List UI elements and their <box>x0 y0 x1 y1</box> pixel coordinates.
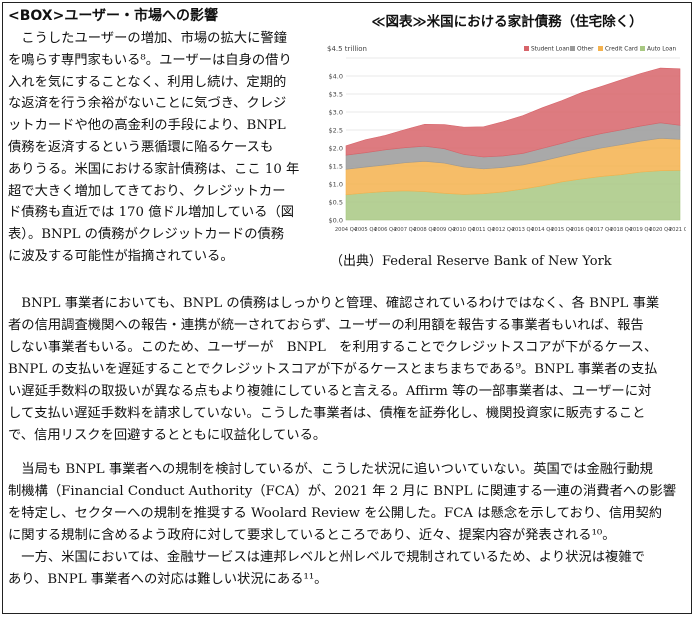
x-tick-label: 2016 Q4 <box>571 227 594 233</box>
legend-swatch <box>598 46 603 51</box>
paragraph-bnpl-credit: BNPL 事業者においても、BNPL の債務はしっかりと管理、確認されているわけ… <box>8 293 688 447</box>
text-line: 入れを気にすることなく、利用し続け、定期的 <box>8 74 287 90</box>
x-tick-label: 2015 Q4 <box>551 227 574 233</box>
text-line: な返済を行う余裕がないことに気づき、クレジ <box>8 96 287 112</box>
area-student-loan <box>345 67 681 158</box>
x-tick-label: 2011 Q4 <box>472 227 495 233</box>
y-tick-label: $4.0 <box>329 73 343 81</box>
x-tick-label: 2019 Q4 <box>630 227 653 233</box>
text-line: 制機構（Financial Conduct Authority（FCA）が、20… <box>8 484 677 499</box>
text-line: 債務を返済するという悪循環に陥るケースも <box>8 139 274 155</box>
legend-label: Credit Card <box>605 47 638 53</box>
text-line: を特定し、セクターへの規制を推奨する Woolard Review を公開した。… <box>8 506 663 521</box>
section-heading: <BOX>ユーザー・市場への影響 <box>8 8 219 24</box>
chart-title: ≪図表≫米国における家計債務（住宅除く） <box>371 14 643 30</box>
legend-label: Other <box>577 47 594 53</box>
x-tick-label: 2004 Q4 <box>335 227 358 233</box>
x-tick-label: 2006 Q4 <box>374 227 397 233</box>
y-tick-label: $1.5 <box>329 163 343 171</box>
x-tick-label: 2005 Q4 <box>355 227 378 233</box>
y-tick-label: $1.0 <box>329 181 343 189</box>
legend-label: Student Loan <box>531 47 570 53</box>
chart-source-caption: （出典）Federal Reserve Bank of New York <box>330 254 612 269</box>
text-line: い遅延手数料の取扱いが異なる点もより複雑にしていると言える。Affirm 等の一… <box>8 384 652 399</box>
paragraph-regulation: 当局も BNPL 事業者への規制を検討しているが、こうした状況に追いついていない… <box>8 459 688 591</box>
text-line: しない事業者もいる。このため、ユーザーが BNPL を利用することでクレジットス… <box>8 340 658 355</box>
text-line: 表）。BNPL の債務がクレジットカードの債務 <box>8 227 285 243</box>
text-line: ありうる。米国における家計債務は、ここ 10 年 <box>8 161 300 177</box>
y-tick-label: $3.0 <box>329 109 343 117</box>
text-line: ド債務も直近では 170 億ドル増加している（図 <box>8 205 295 221</box>
y-tick-label: $3.5 <box>329 91 343 99</box>
text-line: して支払い遅延手数料を請求していない。こうした事業者は、債権を証券化し、機関投資… <box>8 406 646 421</box>
text-line: BNPL の支払いを遅延することでクレジットスコアが下がるケースとまちまちである… <box>8 362 658 377</box>
x-tick-label: 2010 Q4 <box>453 227 476 233</box>
text-line: を鳴らす専門家もいる⁸。ユーザーは自身の借り <box>8 52 292 68</box>
legend-label: Auto Loan <box>647 47 677 53</box>
text-line: 当局も BNPL 事業者への規制を検討しているが、こうした状況に追いついていない… <box>8 462 653 477</box>
legend-swatch <box>640 46 645 51</box>
text-line: こうしたユーザーの増加、市場の拡大に警鐘 <box>8 31 287 46</box>
y-tick-label: $2.5 <box>329 127 343 135</box>
x-tick-label: 2021 Q1 <box>669 227 686 233</box>
y-tick-label: $2.0 <box>329 145 343 153</box>
text-line: 一方、米国においては、金融サービスは連邦レベルと州レベルで規制されているため、よ… <box>8 550 645 565</box>
text-line: で、信用リスクを回避するとともに収益化している。 <box>8 428 327 443</box>
household-debt-chart: $0.0 $0.5 $1.0 $1.5 $2.0 $2.5 $3.0 $3.5 $4.0 200… <box>327 45 686 233</box>
x-tick-label: 2020 Q4 <box>649 227 672 233</box>
x-tick-label: 2014 Q4 <box>531 227 554 233</box>
legend-swatch <box>524 46 529 51</box>
y-unit-label: $4.5 trillion <box>327 45 367 53</box>
text-line: に波及する可能性が指摘されている。 <box>8 248 234 264</box>
x-tick-label: 2009 Q4 <box>433 227 456 233</box>
x-tick-label: 2013 Q4 <box>512 227 535 233</box>
y-tick-label: $0.0 <box>329 217 343 225</box>
y-tick-label: $0.5 <box>329 199 343 207</box>
x-tick-label: 2012 Q4 <box>492 227 515 233</box>
text-line: あり、BNPL 事業者への対応は難しい状況にある¹¹。 <box>8 572 328 587</box>
x-tick-label: 2007 Q4 <box>394 227 417 233</box>
text-line: 超で大きく増加してきており、クレジットカー <box>8 183 286 199</box>
x-tick-label: 2008 Q4 <box>413 227 436 233</box>
x-tick-label: 2017 Q4 <box>590 227 613 233</box>
text-line: 者の信用調査機関への報告・連携が統一されておらず、ユーザーの利用額を報告する事業… <box>8 318 644 333</box>
text-line: に関する規制に含めるよう政府に対して要求しているところであり、近々、提案内容が発… <box>8 528 616 543</box>
left-column-text: こうしたユーザーの増加、市場の拡大に警鐘 を鳴らす専門家もいる⁸。ユーザーは自身の… <box>8 28 310 268</box>
text-line: ットカードや他の高金利の手段により、BNPL <box>8 118 286 134</box>
x-tick-label: 2018 Q4 <box>610 227 633 233</box>
legend-swatch <box>570 46 575 51</box>
text-line: BNPL 事業者においても、BNPL の債務はしっかりと管理、確認されているわけ… <box>8 296 660 311</box>
